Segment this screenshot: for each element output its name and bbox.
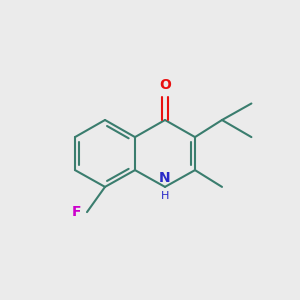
Text: F: F (72, 205, 82, 219)
Text: N: N (159, 171, 171, 185)
Text: H: H (161, 191, 169, 201)
Text: O: O (159, 78, 171, 92)
